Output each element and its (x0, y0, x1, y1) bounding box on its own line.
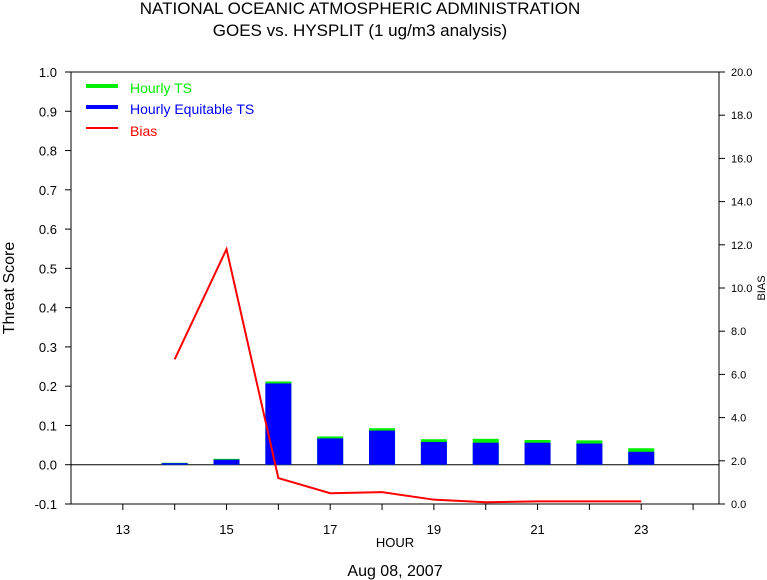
legend-label-hourly-ts: Hourly TS (130, 80, 192, 96)
y-tick-label: 0.3 (39, 340, 57, 355)
bias-line (173, 246, 642, 504)
chart-subtitle: GOES vs. HYSPLIT (1 ug/m3 analysis) (213, 21, 507, 40)
y-tick-label: 0.8 (39, 144, 57, 159)
y-tick-label: 0.9 (39, 104, 57, 119)
x-tick-label: 19 (427, 522, 441, 537)
chart-title: NATIONAL OCEANIC ATMOSPHERIC ADMINISTRAT… (140, 0, 580, 18)
y-tick-label: 1.0 (39, 65, 57, 80)
x-tick-label: 13 (116, 522, 130, 537)
y-tick-label: -0.1 (35, 497, 57, 512)
y2-tick-label: 0.0 (731, 499, 746, 511)
bar-hourly-equitable-ts (628, 451, 655, 465)
y2-tick-label: 2.0 (731, 456, 746, 468)
x-axis-label: HOUR (376, 535, 414, 550)
y-tick-label: 0.1 (39, 418, 57, 433)
bar-hourly-equitable-ts (317, 438, 344, 465)
bars (161, 381, 655, 465)
y2-tick-label: 12.0 (731, 240, 752, 252)
y-tick-label: 0.2 (39, 379, 57, 394)
bar-hourly-equitable-ts (524, 442, 551, 465)
x-tick-label: 17 (323, 522, 337, 537)
y-tick-label: 0.0 (39, 458, 57, 473)
legend: Hourly TS Hourly Equitable TS Bias (86, 80, 254, 139)
y2-tick-label: 8.0 (731, 326, 746, 338)
bar-hourly-equitable-ts (576, 443, 603, 465)
y2-tick-label: 6.0 (731, 369, 746, 381)
y2-tick-label: 10.0 (731, 283, 752, 295)
x-tick-label: 23 (634, 522, 648, 537)
y2-tick-label: 4.0 (731, 413, 746, 425)
y-tick-label: 0.5 (39, 261, 57, 276)
bar-hourly-equitable-ts (213, 459, 240, 465)
bar-hourly-equitable-ts (420, 441, 447, 465)
y2-tick-label: 20.0 (731, 67, 752, 79)
footer-date: Aug 08, 2007 (347, 563, 442, 580)
bar-hourly-equitable-ts (369, 430, 396, 465)
bar-hourly-equitable-ts (161, 463, 188, 465)
y-tick-label: 0.4 (39, 301, 57, 316)
bar-hourly-equitable-ts (265, 383, 292, 465)
y-tick-label: 0.7 (39, 183, 57, 198)
x-tick-label: 21 (530, 522, 544, 537)
x-tick-label: 15 (219, 522, 233, 537)
legend-label-bias: Bias (130, 123, 157, 139)
y-axis-left: -0.1 0.0 0.1 0.2 0.3 0.4 0.5 0.6 0.7 0.8 0.9 1.0 (35, 65, 71, 512)
legend-label-hourly-equitable-ts: Hourly Equitable TS (130, 101, 254, 117)
y2-tick-label: 18.0 (731, 110, 752, 122)
y-axis-label: Threat Score (1, 242, 18, 335)
y2-tick-label: 14.0 (731, 197, 752, 209)
x-axis: 13 15 17 19 21 23 (116, 504, 694, 537)
y-tick-label: 0.6 (39, 222, 57, 237)
y-axis-right: 0.0 2.0 4.0 6.0 8.0 10.0 12.0 14.0 16.0 18.0 20.0 (719, 67, 752, 511)
y2-tick-label: 16.0 (731, 153, 752, 165)
y2-axis-label: BIAS (756, 275, 767, 300)
bar-hourly-equitable-ts (472, 442, 499, 465)
